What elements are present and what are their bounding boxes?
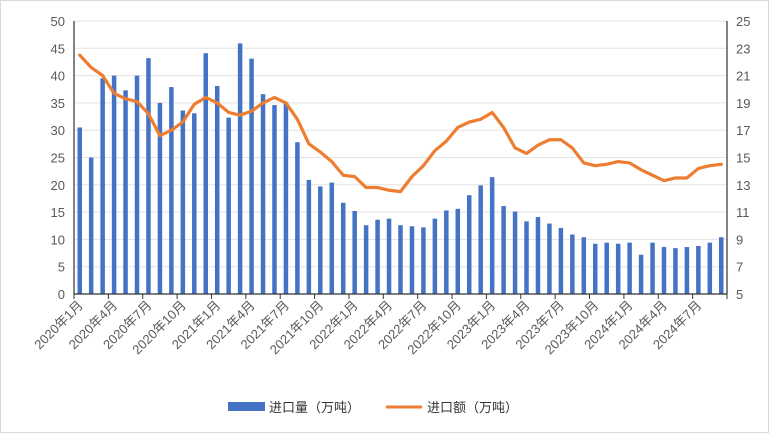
bar <box>535 217 541 294</box>
y-right-tick-label: 13 <box>736 178 750 193</box>
bar <box>593 243 598 294</box>
bar <box>375 219 380 294</box>
legend-label: 进口额（万吨） <box>427 400 518 415</box>
bar <box>329 182 335 294</box>
bar <box>684 247 690 294</box>
y-right-tick-label: 17 <box>736 123 750 138</box>
bar <box>524 221 529 294</box>
bar <box>214 85 220 294</box>
bar <box>421 227 426 294</box>
y-right-tick-label: 9 <box>736 232 743 247</box>
bar <box>318 186 323 294</box>
y-right-tick-label: 21 <box>736 69 750 84</box>
y-left-tick-label: 10 <box>51 232 65 247</box>
bar <box>295 142 300 294</box>
y-left-tick-label: 40 <box>51 69 65 84</box>
bar <box>570 234 575 294</box>
y-right-tick-label: 11 <box>736 205 750 220</box>
bar <box>432 218 438 294</box>
legend-label: 进口量（万吨） <box>269 400 360 415</box>
bar <box>77 127 82 294</box>
bar <box>203 53 208 294</box>
bar <box>558 227 564 294</box>
bar <box>386 218 392 294</box>
y-right-tick-label: 25 <box>736 14 750 29</box>
bar <box>719 237 724 294</box>
bar <box>226 117 231 294</box>
bar <box>398 225 403 294</box>
bar <box>272 105 277 294</box>
bar <box>146 58 151 295</box>
bar <box>306 179 312 294</box>
bar <box>340 202 346 294</box>
y-left-tick-label: 25 <box>51 151 65 166</box>
y-left-tick-label: 15 <box>51 205 65 220</box>
bar <box>192 113 197 294</box>
bar <box>673 248 678 294</box>
bar <box>444 210 449 294</box>
bar <box>363 225 369 294</box>
bar <box>180 110 186 294</box>
y-right-tick-label: 7 <box>736 260 743 275</box>
bar <box>100 78 105 294</box>
bar <box>512 211 518 294</box>
y-left-tick-label: 0 <box>58 287 65 302</box>
bar <box>283 102 289 294</box>
bar <box>169 87 174 294</box>
bar <box>478 185 483 294</box>
y-left-tick-label: 50 <box>51 14 65 29</box>
bar <box>547 223 552 294</box>
y-left-tick-label: 30 <box>51 123 65 138</box>
bar <box>111 75 117 294</box>
bar <box>638 254 644 294</box>
y-left-tick-label: 20 <box>51 178 65 193</box>
y-right-tick-label: 5 <box>736 287 743 302</box>
y-left-tick-label: 45 <box>51 41 65 56</box>
bar <box>237 43 243 294</box>
bar <box>615 243 621 294</box>
y-right-tick-label: 15 <box>736 151 750 166</box>
bar <box>604 242 609 294</box>
y-left-tick-label: 35 <box>51 96 65 111</box>
y-right-tick-label: 19 <box>736 96 750 111</box>
y-right-tick-label: 23 <box>736 41 750 56</box>
bar <box>707 242 713 294</box>
y-left-tick-label: 5 <box>58 260 65 275</box>
bar <box>581 237 587 294</box>
bar <box>489 177 495 294</box>
legend-swatch-bar <box>228 402 265 411</box>
bar <box>352 211 357 294</box>
legend: 进口量（万吨） 进口额（万吨） <box>228 400 518 415</box>
bar <box>627 242 632 294</box>
bar <box>661 247 667 294</box>
bar <box>249 58 254 295</box>
bar <box>650 242 655 294</box>
bar <box>696 245 701 294</box>
bar <box>501 206 506 294</box>
bar <box>134 75 140 294</box>
bar <box>455 208 461 294</box>
bar <box>88 157 94 294</box>
bar <box>260 94 266 294</box>
bar <box>466 195 472 294</box>
bar <box>157 102 163 295</box>
bar <box>409 226 415 294</box>
bar <box>123 90 128 294</box>
